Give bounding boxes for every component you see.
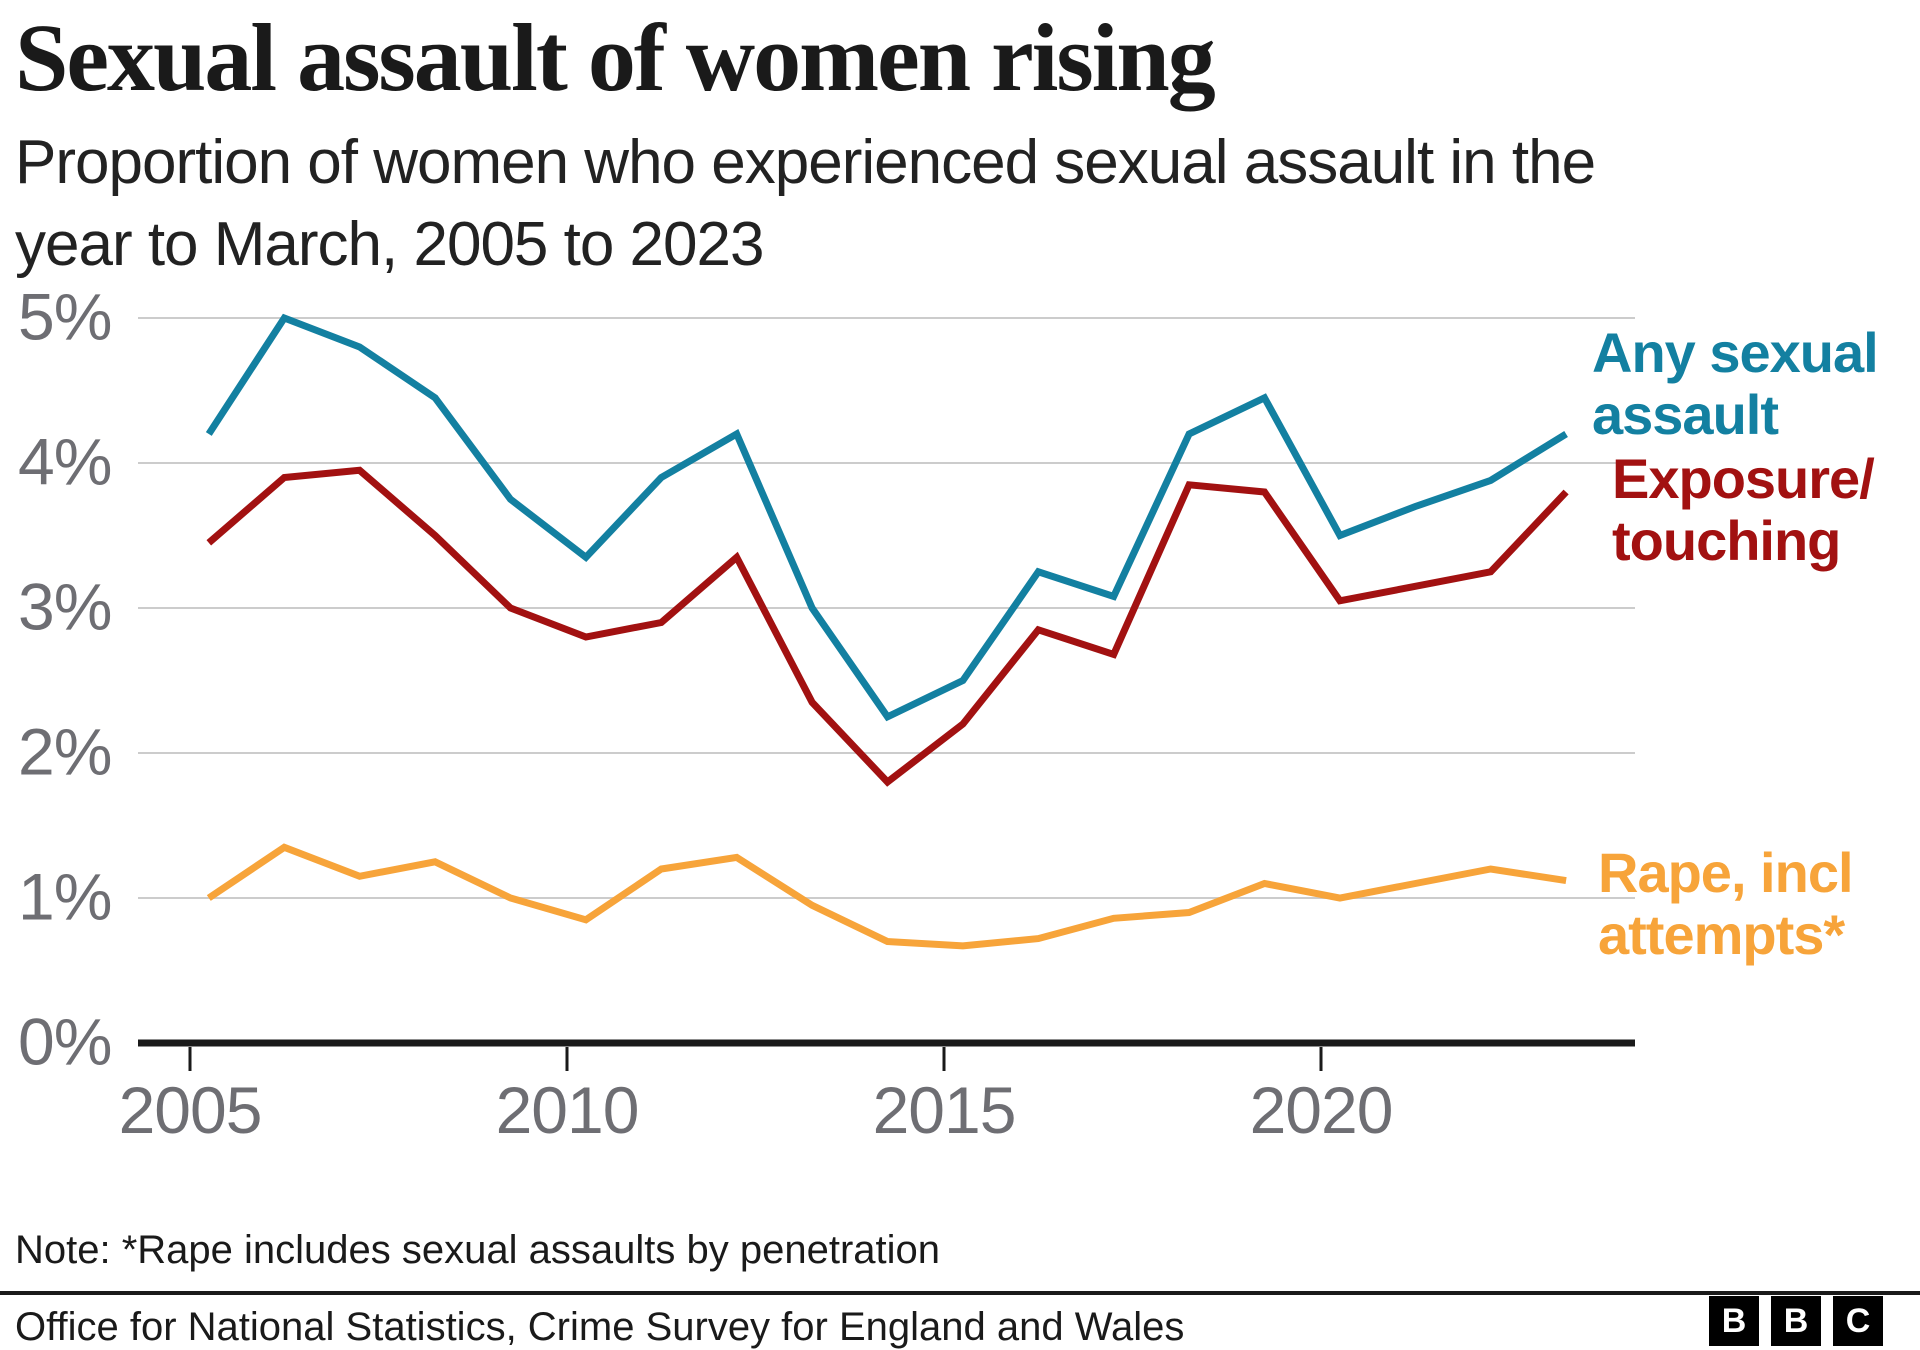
bbc-logo: B B C (1709, 1296, 1883, 1346)
y-axis-label-3pct: 3% (18, 569, 112, 644)
chart-subtitle-line-1: Proportion of women who experienced sexu… (15, 128, 1596, 197)
y-axis-label-4pct: 4% (18, 424, 112, 499)
source-attribution: Office for National Statistics, Crime Su… (15, 1305, 1185, 1349)
y-axis-label-1pct: 1% (18, 859, 112, 934)
y-axis-label-2pct: 2% (18, 714, 112, 789)
line-series-0 (205, 313, 1568, 722)
legend-exposure-line1: Exposure/ (1612, 447, 1875, 510)
x-axis-label-2020: 2020 (1249, 1073, 1394, 1147)
footnote: Note: *Rape includes sexual assaults by … (15, 1228, 940, 1272)
bbc-logo-block-b2: B (1771, 1296, 1821, 1346)
footer-divider (0, 1291, 1920, 1295)
line-series-2 (206, 843, 1567, 950)
y-axis-label-0pct: 0% (18, 1004, 112, 1079)
line-series-1 (206, 466, 1569, 787)
legend-label-rape-incl-attempts: Rape, incl attempts* (1598, 841, 1854, 966)
legend-rape-line2: attempts* (1598, 903, 1845, 966)
legend-exposure-line2: touching (1612, 509, 1841, 572)
x-axis-label-2015: 2015 (872, 1073, 1017, 1147)
chart-subtitle-line-2: year to March, 2005 to 2023 (15, 210, 764, 279)
x-axis-label-2010: 2010 (495, 1073, 640, 1147)
legend-rape-line1: Rape, incl (1598, 841, 1854, 904)
bbc-logo-block-c: C (1833, 1296, 1883, 1346)
legend-any-line2: assault (1592, 383, 1779, 446)
legend-any-line1: Any sexual (1592, 321, 1879, 384)
legend-label-exposure-touching: Exposure/ touching (1612, 447, 1875, 572)
bbc-logo-block-b1: B (1709, 1296, 1759, 1346)
y-axis-label-5pct: 5% (18, 279, 112, 354)
page-title: Sexual assault of women rising (15, 4, 1216, 111)
legend-label-any-sexual-assault: Any sexual assault (1592, 321, 1879, 446)
x-axis-label-2005: 2005 (118, 1073, 263, 1147)
